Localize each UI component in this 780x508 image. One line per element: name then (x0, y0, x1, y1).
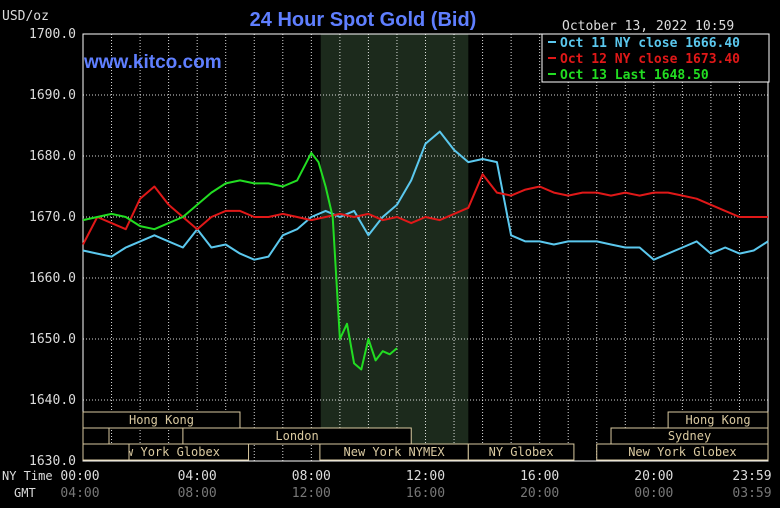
session-new-york-globex: New York Globex (596, 443, 769, 461)
chart-title: 24 Hour Spot Gold (Bid) (250, 9, 477, 31)
x-label-ny: NY Time (2, 469, 53, 483)
x-tick-ny: 08:00 (292, 469, 331, 484)
session-stub (82, 427, 110, 445)
legend: Oct 11 NY close 1666.40 Oct 12 NY close … (541, 33, 770, 83)
series-line-oct12 (82, 173, 768, 245)
x-tick-gmt: 04:00 (60, 486, 99, 501)
legend-oct12: Oct 12 NY close 1673.40 (560, 52, 740, 67)
x-tick-ny: 12:00 (406, 469, 445, 484)
x-tick-gmt: 03:59 (732, 486, 771, 501)
session-box (467, 443, 575, 461)
session-box (182, 427, 412, 445)
x-tick-ny: 00:00 (60, 469, 99, 484)
session-hong-kong: Hong Kong (82, 411, 241, 429)
legend-oct13: Oct 13 Last 1648.50 (560, 68, 709, 83)
session-box (82, 411, 241, 429)
x-tick-ny: 04:00 (178, 469, 217, 484)
y-tick-label: 1670.0 (29, 210, 76, 225)
y-tick-label: 1690.0 (29, 88, 76, 103)
datetime-label: October 13, 2022 10:59 (562, 19, 734, 34)
session-label: New York Globex (628, 445, 736, 459)
x-tick-gmt: 12:00 (292, 486, 331, 501)
session-label: London (275, 429, 318, 443)
nymex-shade (320, 34, 469, 461)
session-london: London (182, 427, 412, 445)
session-label: Hong Kong (129, 413, 194, 427)
x-tick-ny: 20:00 (634, 469, 673, 484)
watermark-link[interactable]: www.kitco.com (83, 52, 222, 73)
session-label: New York Globex (112, 445, 220, 459)
legend-oct11-swatch (548, 41, 556, 43)
session-label: Sydney (668, 429, 711, 443)
x-tick-ny: 16:00 (520, 469, 559, 484)
x-tick-gmt: 16:00 (406, 486, 445, 501)
y-tick-label: 1630.0 (29, 454, 76, 469)
session-label: New York NYMEX (344, 445, 446, 459)
y-tick-label: 1660.0 (29, 271, 76, 286)
session-label: Hong Kong (686, 413, 751, 427)
x-tick-ny: 23:59 (732, 469, 771, 484)
legend-oct13-swatch (548, 73, 556, 75)
session-label: NY Globex (489, 445, 554, 459)
x-tick-gmt: 00:00 (634, 486, 673, 501)
legend-oct11: Oct 11 NY close 1666.40 (560, 36, 740, 51)
y-tick-label: 1640.0 (29, 393, 76, 408)
y-tick-label: 1650.0 (29, 332, 76, 347)
session-new-york-nymex: New York NYMEX (319, 443, 469, 461)
legend-oct12-swatch (548, 57, 556, 59)
x-tick-gmt: 08:00 (178, 486, 217, 501)
session-hong-kong: Hong Kong (667, 411, 769, 429)
session-sydney: Sydney (610, 427, 769, 445)
x-tick-gmt: 20:00 (520, 486, 559, 501)
session-ny-globex: NY Globex (467, 443, 575, 461)
session-box (596, 443, 769, 461)
y-tick-label: 1700.0 (29, 27, 76, 42)
session-stub (82, 443, 130, 461)
plot-frame (82, 33, 769, 462)
y-tick-label: 1680.0 (29, 149, 76, 164)
x-label-gmt: GMT (14, 486, 36, 500)
series-line-oct13 (82, 151, 398, 371)
y-unit-label: USD/oz (2, 9, 49, 24)
